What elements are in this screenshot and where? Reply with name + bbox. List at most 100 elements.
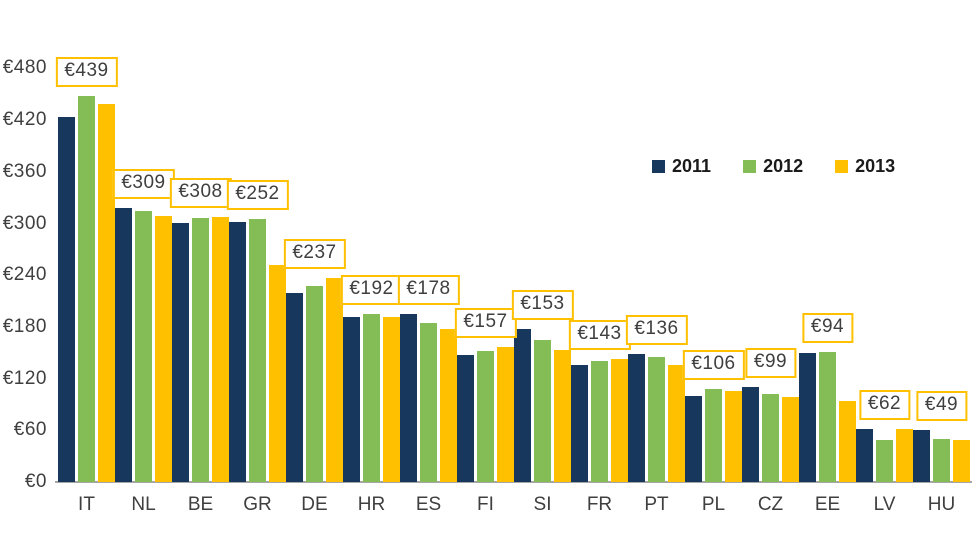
plot-area: €439 IT €309 NL €308 BE €252 GR €237 DE €192 HR €178… [55,0,970,515]
bar-group-nl: €309 NL [112,0,175,515]
legend: 2011 2012 2013 [652,156,895,177]
bar-pt-2012 [648,357,665,482]
value-label-de: €237 [283,239,346,269]
legend-item-2013: 2013 [835,156,895,177]
bar-group-lv: €62 LV [856,0,913,515]
bar-hu-2012 [933,439,950,482]
bar-group-pt: €136 PT [625,0,688,515]
value-label-pt: €136 [625,315,688,345]
x-axis-label-ee: EE [814,494,841,515]
bar-de-2012 [306,286,323,482]
x-axis-label-it: IT [78,494,95,515]
legend-item-2011: 2011 [652,156,711,177]
legend-item-2012: 2012 [743,156,803,177]
bar-ee-2011 [799,353,816,482]
value-label-pl: €106 [682,350,745,380]
bar-pt-2013 [668,365,685,482]
bar-pl-2013 [725,391,742,482]
value-label-fi: €157 [454,308,517,338]
bar-ee-2013 [839,401,856,482]
value-label-nl: €309 [112,169,175,199]
bar-group-fr: €143 FR [568,0,631,515]
legend-label-2012: 2012 [763,156,804,176]
x-axis-label-pt: PT [644,494,669,515]
bar-cz-2013 [782,397,799,482]
bar-hu-2011 [913,430,930,482]
bar-group-cz: €99 CZ [742,0,799,515]
x-axis-line [55,481,972,483]
value-label-ee: €94 [801,313,854,343]
x-axis-label-pl: PL [701,494,726,515]
bar-si-2012 [534,340,551,482]
bar-gr-2011 [229,222,246,482]
bar-es-2012 [420,323,437,482]
bar-es-2011 [400,314,417,482]
bar-group-ee: €94 EE [799,0,856,515]
value-label-be: €308 [169,178,232,208]
value-label-cz: €99 [744,348,797,378]
bar-hr-2012 [363,314,380,482]
bar-lv-2011 [856,429,873,482]
bar-fi-2012 [477,351,494,482]
bar-si-2011 [514,329,531,482]
value-label-hu: €49 [915,391,968,421]
legend-label-2011: 2011 [672,156,712,176]
bar-pt-2011 [628,354,645,482]
value-label-es: €178 [397,275,460,305]
bar-group-fi: €157 FI [454,0,517,515]
bar-fr-2011 [571,365,588,482]
bar-ee-2012 [819,352,836,482]
bar-lv-2013 [896,429,913,482]
legend-swatch-2012 [743,160,757,173]
x-axis-label-hr: HR [357,494,386,515]
bar-hu-2013 [953,440,970,482]
bar-pl-2012 [705,389,722,482]
bar-fr-2012 [591,361,608,482]
bar-group-it: €439 IT [55,0,118,515]
bar-be-2012 [192,218,209,482]
y-tick-label: €180 [2,315,47,337]
bar-lv-2012 [876,440,893,482]
x-axis-label-fr: FR [586,494,613,515]
x-axis-label-nl: NL [131,494,156,515]
bar-de-2013 [326,278,343,482]
y-tick-label: €360 [2,160,47,182]
legend-label-2013: 2013 [855,156,896,176]
bar-nl-2013 [155,216,172,482]
bar-it-2013 [98,104,115,482]
y-tick-label: €60 [13,419,47,441]
y-tick-label: €480 [2,57,47,79]
legend-swatch-2011 [652,160,665,173]
bar-si-2013 [554,350,571,482]
bar-group-pl: €106 PL [682,0,745,515]
bar-group-si: €153 SI [511,0,574,515]
bar-cz-2011 [742,387,759,482]
x-axis-label-fi: FI [477,494,494,515]
y-tick-label: €300 [2,212,47,234]
value-label-gr: €252 [226,180,289,210]
bar-it-2011 [58,117,75,482]
bar-group-be: €308 BE [169,0,232,515]
bar-be-2013 [212,217,229,482]
y-tick-label: €240 [2,264,47,286]
x-axis-label-de: DE [301,494,328,515]
value-label-fr: €143 [568,320,631,350]
x-axis-label-si: SI [533,494,552,515]
bar-group-hr: €192 HR [340,0,403,515]
y-axis: €0 €60 €120 €180 €240 €300 €360 €420 €480 [0,0,47,492]
bar-hr-2013 [383,317,400,482]
x-axis-label-gr: GR [243,494,272,515]
bar-it-2012 [78,96,95,482]
bar-group-gr: €252 GR [226,0,289,515]
bar-gr-2013 [269,265,286,482]
bar-fr-2013 [611,359,628,482]
bar-gr-2012 [249,219,266,482]
bar-cz-2012 [762,394,779,482]
bar-nl-2012 [135,211,152,482]
bar-pl-2011 [685,396,702,482]
value-label-it: €439 [55,57,118,87]
legend-swatch-2013 [835,160,849,173]
value-label-hr: €192 [340,275,403,305]
x-axis-label-cz: CZ [757,494,784,515]
